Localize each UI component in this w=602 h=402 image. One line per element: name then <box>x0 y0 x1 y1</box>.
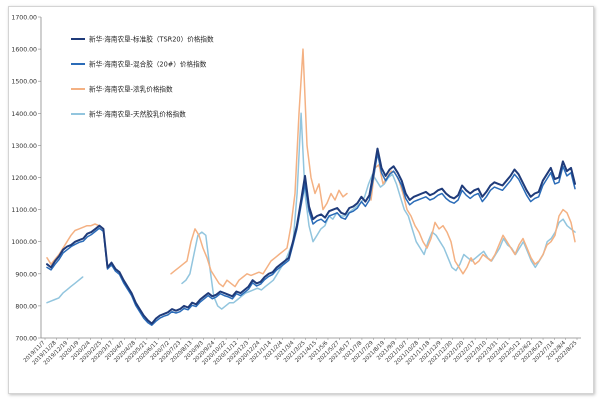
y-tick-label: 1700.00 <box>11 15 37 22</box>
series-2-line <box>46 152 576 326</box>
y-tick-label: 1600.00 <box>11 47 37 54</box>
legend-label: 新华·海南农垦-标准胶（TSR20）价格指数 <box>89 35 214 44</box>
line-chart: 700.00 800.00 900.00 1000.00 1100.00 1200.00 1… <box>11 15 581 366</box>
y-tick-label: 900.00 <box>15 271 37 278</box>
y-tick-label: 700.00 <box>15 336 37 343</box>
series-path <box>46 48 576 288</box>
y-tick-label: 1400.00 <box>11 111 37 118</box>
y-tick-label: 1000.00 <box>11 239 37 246</box>
y-tick-label: 1500.00 <box>11 79 37 86</box>
series-path <box>46 152 576 326</box>
series-path <box>46 147 576 325</box>
legend-label: 新华·海南农垦-天然胶乳价格指数 <box>89 110 186 119</box>
legend-label: 新华·海南农垦-混合胶（20#）价格指数 <box>89 60 207 69</box>
series-1-line <box>46 147 576 325</box>
y-tick-label: 1300.00 <box>11 143 37 150</box>
y-tick-label: 1100.00 <box>11 207 37 214</box>
y-tick-label: 1200.00 <box>11 175 37 182</box>
chart-frame: 700.00 800.00 900.00 1000.00 1100.00 1200.00 1… <box>8 6 594 394</box>
series-3-line <box>46 48 576 288</box>
y-tick-label: 800.00 <box>15 303 37 310</box>
legend-label: 新华·海南农垦-浓乳价格指数 <box>89 85 173 94</box>
